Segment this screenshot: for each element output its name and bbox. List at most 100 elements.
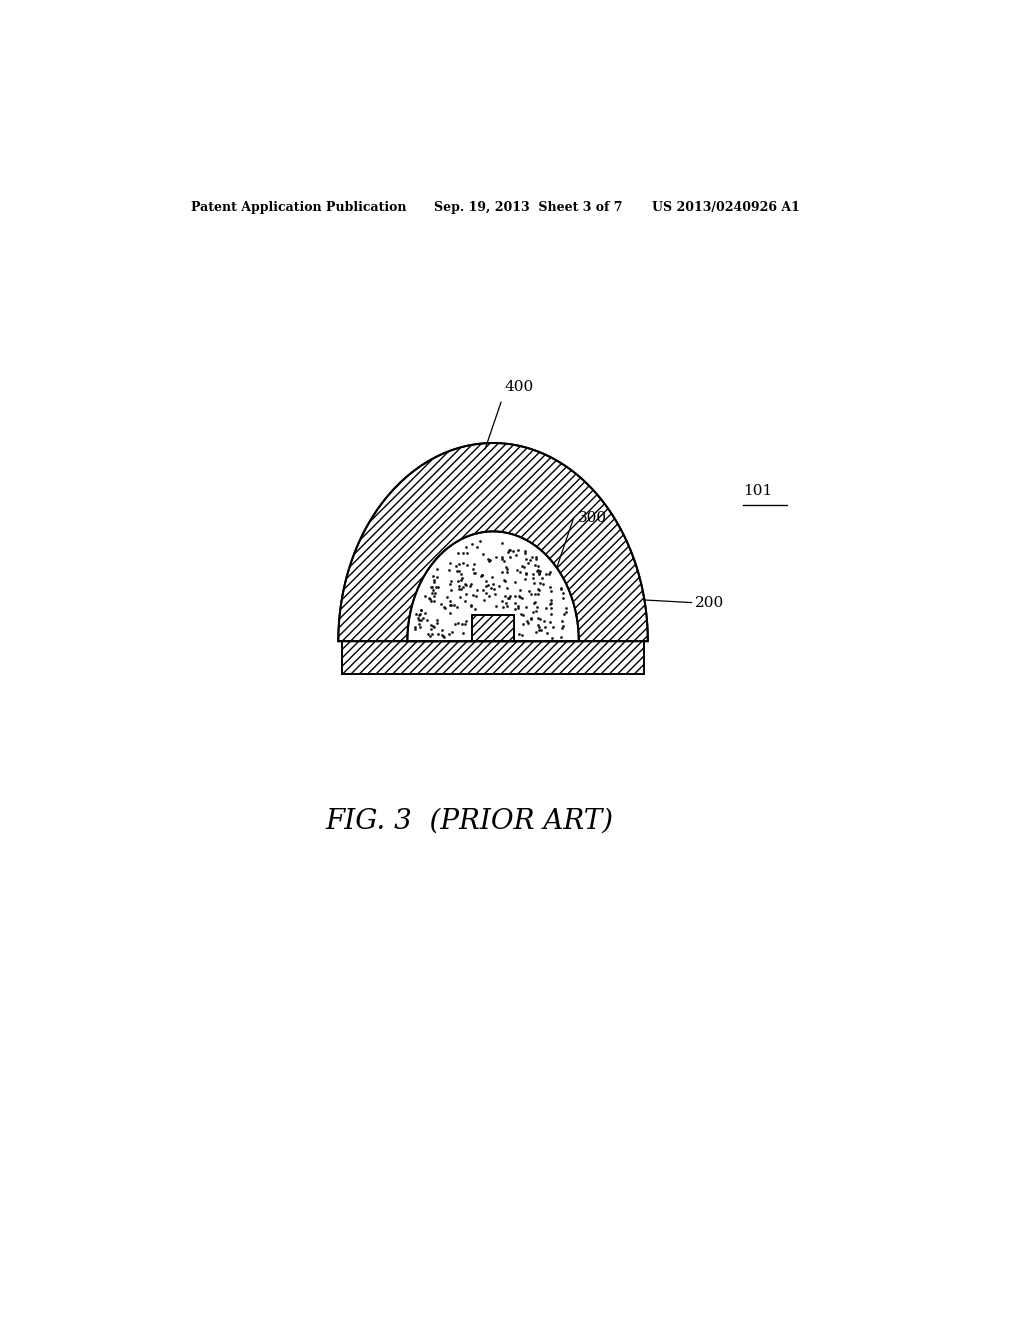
Point (449, 597, 465, 618)
Point (515, 605, 531, 626)
Point (454, 568, 470, 589)
Point (523, 609, 540, 630)
Point (413, 599, 429, 620)
Point (426, 585, 442, 606)
Point (502, 546, 518, 568)
Point (543, 590, 559, 611)
Point (419, 609, 435, 630)
Point (456, 577, 472, 598)
Point (447, 556, 464, 577)
Point (453, 564, 469, 585)
Point (484, 574, 501, 595)
Point (422, 589, 438, 610)
Point (536, 611, 552, 632)
Text: 101: 101 (743, 484, 772, 499)
Point (421, 587, 437, 609)
Point (509, 560, 525, 581)
Point (412, 614, 428, 635)
Point (410, 607, 426, 628)
Text: Patent Application Publication: Patent Application Publication (191, 201, 407, 214)
Point (450, 543, 466, 564)
Point (428, 576, 444, 597)
Point (452, 561, 468, 582)
Point (495, 548, 511, 569)
Point (490, 576, 507, 597)
Point (496, 550, 512, 572)
Text: Sep. 19, 2013  Sheet 3 of 7: Sep. 19, 2013 Sheet 3 of 7 (433, 201, 622, 214)
Point (553, 627, 569, 648)
Point (507, 593, 523, 614)
Point (542, 561, 558, 582)
Point (523, 607, 540, 628)
Point (530, 609, 547, 630)
Point (512, 562, 528, 583)
Point (429, 558, 445, 579)
Point (527, 601, 544, 622)
Point (495, 597, 511, 618)
Point (426, 616, 442, 638)
Point (469, 579, 485, 601)
Point (497, 570, 513, 591)
Point (498, 557, 514, 578)
Point (531, 560, 548, 581)
Point (496, 570, 512, 591)
Point (530, 554, 547, 576)
Point (494, 533, 510, 554)
Point (457, 612, 473, 634)
Point (446, 614, 463, 635)
Point (500, 541, 516, 562)
Polygon shape (342, 642, 644, 673)
Point (409, 603, 425, 624)
Point (543, 598, 559, 619)
Point (494, 561, 510, 582)
Point (428, 566, 444, 587)
Point (529, 561, 546, 582)
Point (553, 579, 569, 601)
Point (423, 614, 439, 635)
Point (426, 569, 442, 590)
Point (499, 562, 515, 583)
Point (415, 607, 431, 628)
Point (445, 595, 462, 616)
Point (458, 576, 474, 597)
Point (515, 556, 531, 577)
Point (436, 627, 453, 648)
Point (554, 587, 570, 609)
Point (411, 610, 427, 631)
Point (458, 583, 474, 605)
Point (417, 586, 433, 607)
Point (507, 586, 523, 607)
Point (474, 564, 490, 585)
Point (413, 610, 429, 631)
Point (510, 540, 526, 561)
Point (514, 624, 530, 645)
Point (423, 619, 439, 640)
Point (502, 540, 518, 561)
Point (527, 546, 544, 568)
Point (545, 616, 561, 638)
Point (451, 553, 467, 574)
Point (530, 578, 547, 599)
Point (464, 533, 480, 554)
Point (542, 612, 558, 634)
Point (432, 593, 449, 614)
Point (525, 593, 542, 614)
Point (524, 564, 541, 585)
Point (425, 565, 441, 586)
Point (556, 603, 572, 624)
Point (527, 554, 544, 576)
Point (516, 540, 532, 561)
Polygon shape (408, 532, 579, 642)
Point (517, 595, 534, 616)
Point (531, 609, 548, 630)
Point (527, 548, 544, 569)
Point (543, 581, 559, 602)
Point (473, 566, 489, 587)
Point (481, 550, 498, 572)
Text: 200: 200 (695, 595, 725, 610)
Point (467, 562, 483, 583)
Point (526, 573, 543, 594)
Point (463, 573, 479, 594)
Point (477, 576, 494, 597)
Point (455, 552, 471, 573)
